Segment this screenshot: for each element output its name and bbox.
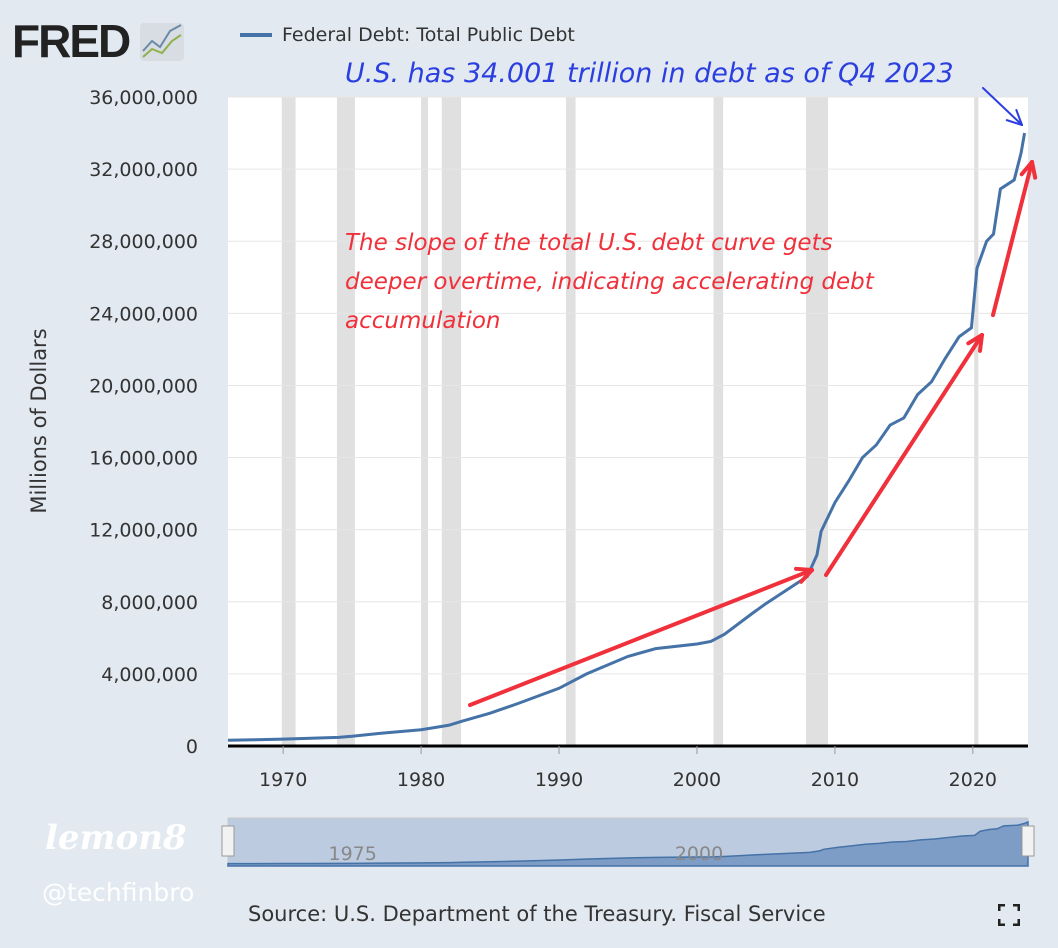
recession-band bbox=[421, 97, 428, 746]
chart-line-icon bbox=[140, 23, 185, 61]
annotation-arrow bbox=[468, 568, 814, 707]
annotation-top: U.S. has 34.001 trillion in debt as of Q… bbox=[345, 58, 954, 89]
fred-logo[interactable]: FRED bbox=[12, 14, 185, 68]
legend-label: Federal Debt: Total Public Debt bbox=[282, 24, 575, 46]
fullscreen-icon[interactable] bbox=[998, 904, 1020, 926]
y-tick-label: 28,000,000 bbox=[89, 231, 198, 253]
y-tick-label: 24,000,000 bbox=[89, 303, 198, 325]
source-note: Source: U.S. Department of the Treasury.… bbox=[248, 902, 826, 926]
x-tick-label: 1980 bbox=[397, 769, 445, 791]
recession-band bbox=[336, 97, 355, 746]
series-line bbox=[227, 132, 1027, 742]
watermark-brand: lemon8 bbox=[45, 818, 187, 858]
legend[interactable]: Federal Debt: Total Public Debt bbox=[240, 24, 575, 46]
arrow-head bbox=[1030, 160, 1038, 180]
arrow-head bbox=[1015, 109, 1023, 126]
recession-band bbox=[713, 97, 724, 746]
y-tick-label: 36,000,000 bbox=[89, 87, 198, 109]
annotation-arrow bbox=[824, 333, 984, 577]
arrow-head bbox=[1019, 160, 1034, 177]
navigator-handle[interactable] bbox=[221, 825, 235, 857]
y-tick-label: 4,000,000 bbox=[101, 664, 198, 686]
legend-swatch bbox=[240, 33, 272, 37]
arrow-head bbox=[977, 333, 984, 353]
recession-band bbox=[565, 97, 576, 746]
y-tick-label: 16,000,000 bbox=[89, 448, 198, 470]
logo-text: FRED bbox=[12, 15, 131, 67]
arrow-head bbox=[794, 566, 814, 572]
x-tick-label: 2020 bbox=[949, 769, 997, 791]
arrow-head bbox=[1005, 119, 1023, 126]
annotation-middle-line: deeper overtime, indicating accelerating… bbox=[345, 269, 875, 295]
x-tick-label: 2000 bbox=[673, 769, 721, 791]
recession-band bbox=[974, 97, 979, 746]
annotation-middle-line: accumulation bbox=[345, 308, 501, 334]
y-axis-label: Millions of Dollars bbox=[27, 328, 51, 513]
watermark-handle: @techfinbro bbox=[42, 878, 195, 907]
y-tick-label: 20,000,000 bbox=[89, 375, 198, 397]
y-tick-label: 32,000,000 bbox=[89, 159, 198, 181]
arrow-head bbox=[799, 568, 814, 584]
annotation-middle-line: The slope of the total U.S. debt curve g… bbox=[345, 230, 833, 256]
annotation-arrow bbox=[991, 160, 1034, 317]
arrow-head bbox=[966, 333, 984, 346]
y-tick-label: 8,000,000 bbox=[101, 592, 198, 614]
recession-band bbox=[441, 97, 462, 746]
x-tick-label: 2010 bbox=[811, 769, 859, 791]
annotation-arrow bbox=[982, 87, 1023, 126]
x-tick-label: 1970 bbox=[259, 769, 307, 791]
navigator-handle[interactable] bbox=[1021, 825, 1035, 857]
navigator-label: 1975 bbox=[328, 843, 376, 865]
y-tick-label: 12,000,000 bbox=[89, 520, 198, 542]
recession-band bbox=[281, 97, 296, 746]
navigator-label: 2000 bbox=[675, 843, 723, 865]
recession-band bbox=[805, 97, 828, 746]
navigator-series bbox=[227, 820, 1029, 867]
y-tick-label: 0 bbox=[186, 736, 198, 758]
x-tick-label: 1990 bbox=[535, 769, 583, 791]
